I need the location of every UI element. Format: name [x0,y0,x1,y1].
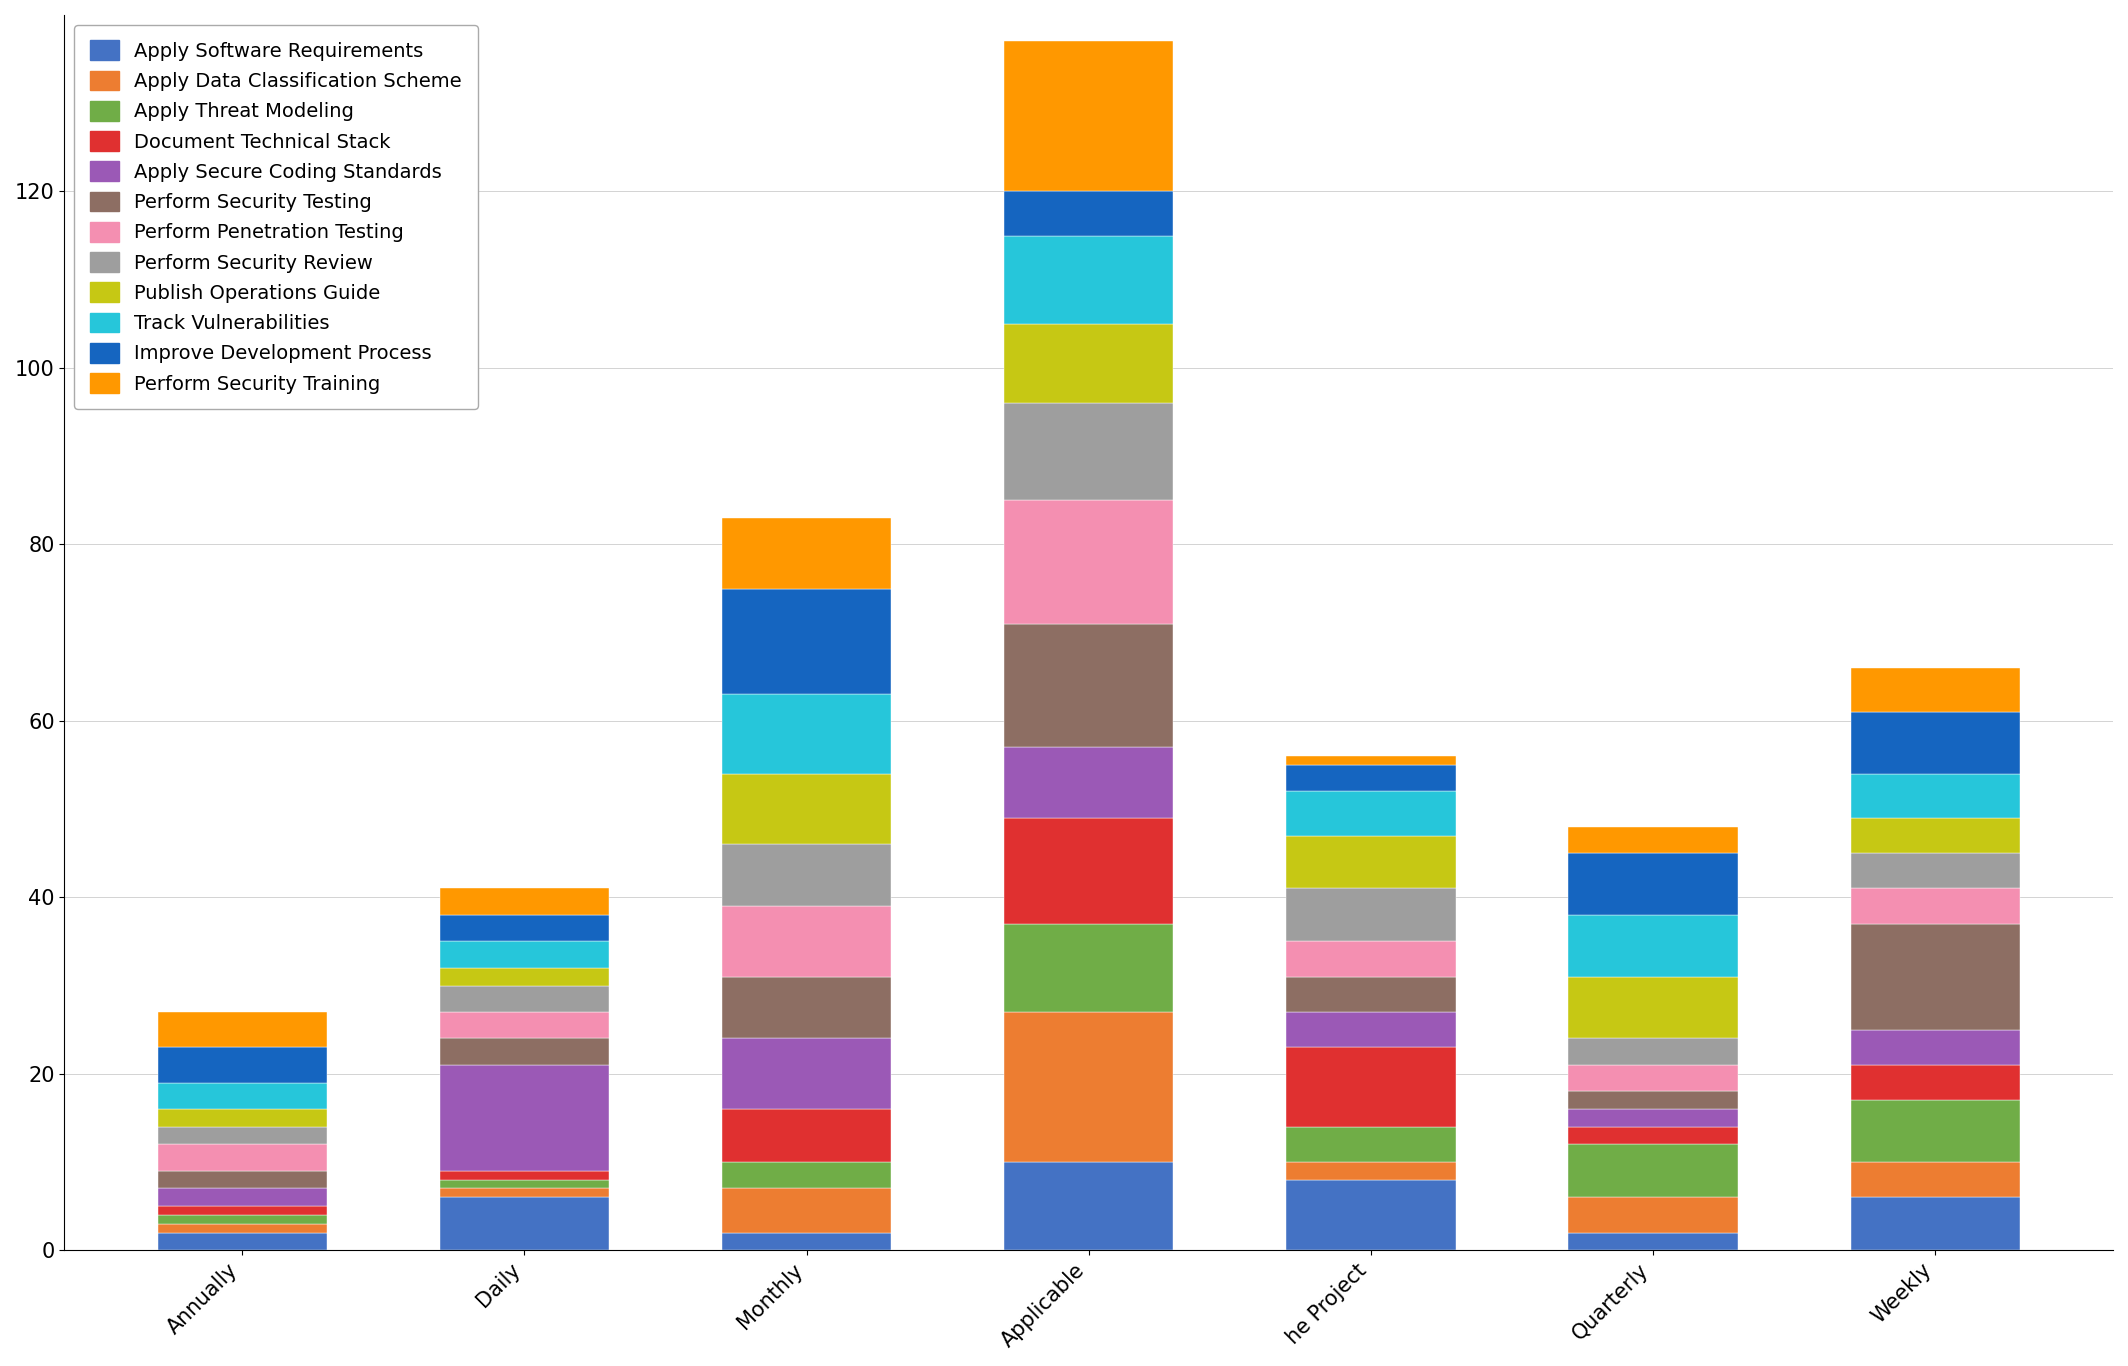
Bar [1004,500,1173,624]
Bar [1568,1091,1739,1109]
Bar [1851,668,2019,712]
Bar [157,1171,328,1188]
Bar [1568,1145,1739,1198]
Bar [721,694,892,773]
Bar [1851,1162,2019,1198]
Bar [1285,836,1456,888]
Bar [440,1198,609,1250]
Bar [157,1048,328,1083]
Bar [440,968,609,985]
Bar [721,1038,892,1109]
Bar [1851,854,2019,888]
Bar [1285,765,1456,791]
Bar [721,518,892,589]
Bar [157,1214,328,1224]
Bar [157,1206,328,1214]
Bar [1568,854,1739,915]
Bar [1285,1180,1456,1250]
Bar [1004,41,1173,191]
Bar [440,1171,609,1180]
Bar [721,977,892,1038]
Bar [1285,1048,1456,1127]
Bar [157,1232,328,1250]
Bar [1004,818,1173,923]
Bar [157,1109,328,1127]
Bar [440,941,609,968]
Bar [1851,773,2019,818]
Bar [1285,1127,1456,1162]
Bar [1285,1162,1456,1180]
Bar [1851,712,2019,773]
Bar [721,589,892,694]
Bar [1568,1198,1739,1232]
Bar [440,1188,609,1198]
Bar [721,773,892,844]
Bar [440,888,609,915]
Bar [1568,826,1739,854]
Bar [157,1224,328,1232]
Bar [440,1180,609,1188]
Bar [721,1162,892,1188]
Bar [1851,818,2019,854]
Bar [1851,1198,2019,1250]
Bar [157,1127,328,1145]
Bar [1285,941,1456,977]
Bar [1004,235,1173,324]
Bar [1004,747,1173,818]
Bar [1004,403,1173,500]
Bar [440,1038,609,1065]
Bar [440,915,609,941]
Bar [721,906,892,977]
Bar [1285,888,1456,941]
Bar [1004,191,1173,235]
Bar [721,1109,892,1162]
Bar [1004,923,1173,1012]
Bar [440,1065,609,1171]
Bar [1568,1232,1739,1250]
Bar [721,844,892,906]
Bar [1851,1065,2019,1100]
Bar [1004,1162,1173,1250]
Bar [1568,1065,1739,1091]
Bar [1568,1038,1739,1065]
Bar [1285,791,1456,836]
Bar [157,1083,328,1109]
Bar [721,1188,892,1232]
Bar [1285,1012,1456,1048]
Bar [157,1145,328,1171]
Bar [1568,1109,1739,1127]
Bar [721,1232,892,1250]
Bar [1004,324,1173,403]
Bar [157,1012,328,1048]
Bar [1004,624,1173,747]
Bar [1568,977,1739,1038]
Bar [1004,1012,1173,1162]
Bar [1851,923,2019,1030]
Bar [1568,1127,1739,1145]
Bar [1568,915,1739,977]
Bar [1851,1030,2019,1065]
Bar [440,1012,609,1038]
Bar [1285,977,1456,1012]
Bar [157,1188,328,1206]
Bar [1851,1100,2019,1162]
Bar [1851,888,2019,923]
Legend: Apply Software Requirements, Apply Data Classification Scheme, Apply Threat Mode: Apply Software Requirements, Apply Data … [74,25,477,408]
Bar [1285,757,1456,765]
Bar [440,985,609,1012]
